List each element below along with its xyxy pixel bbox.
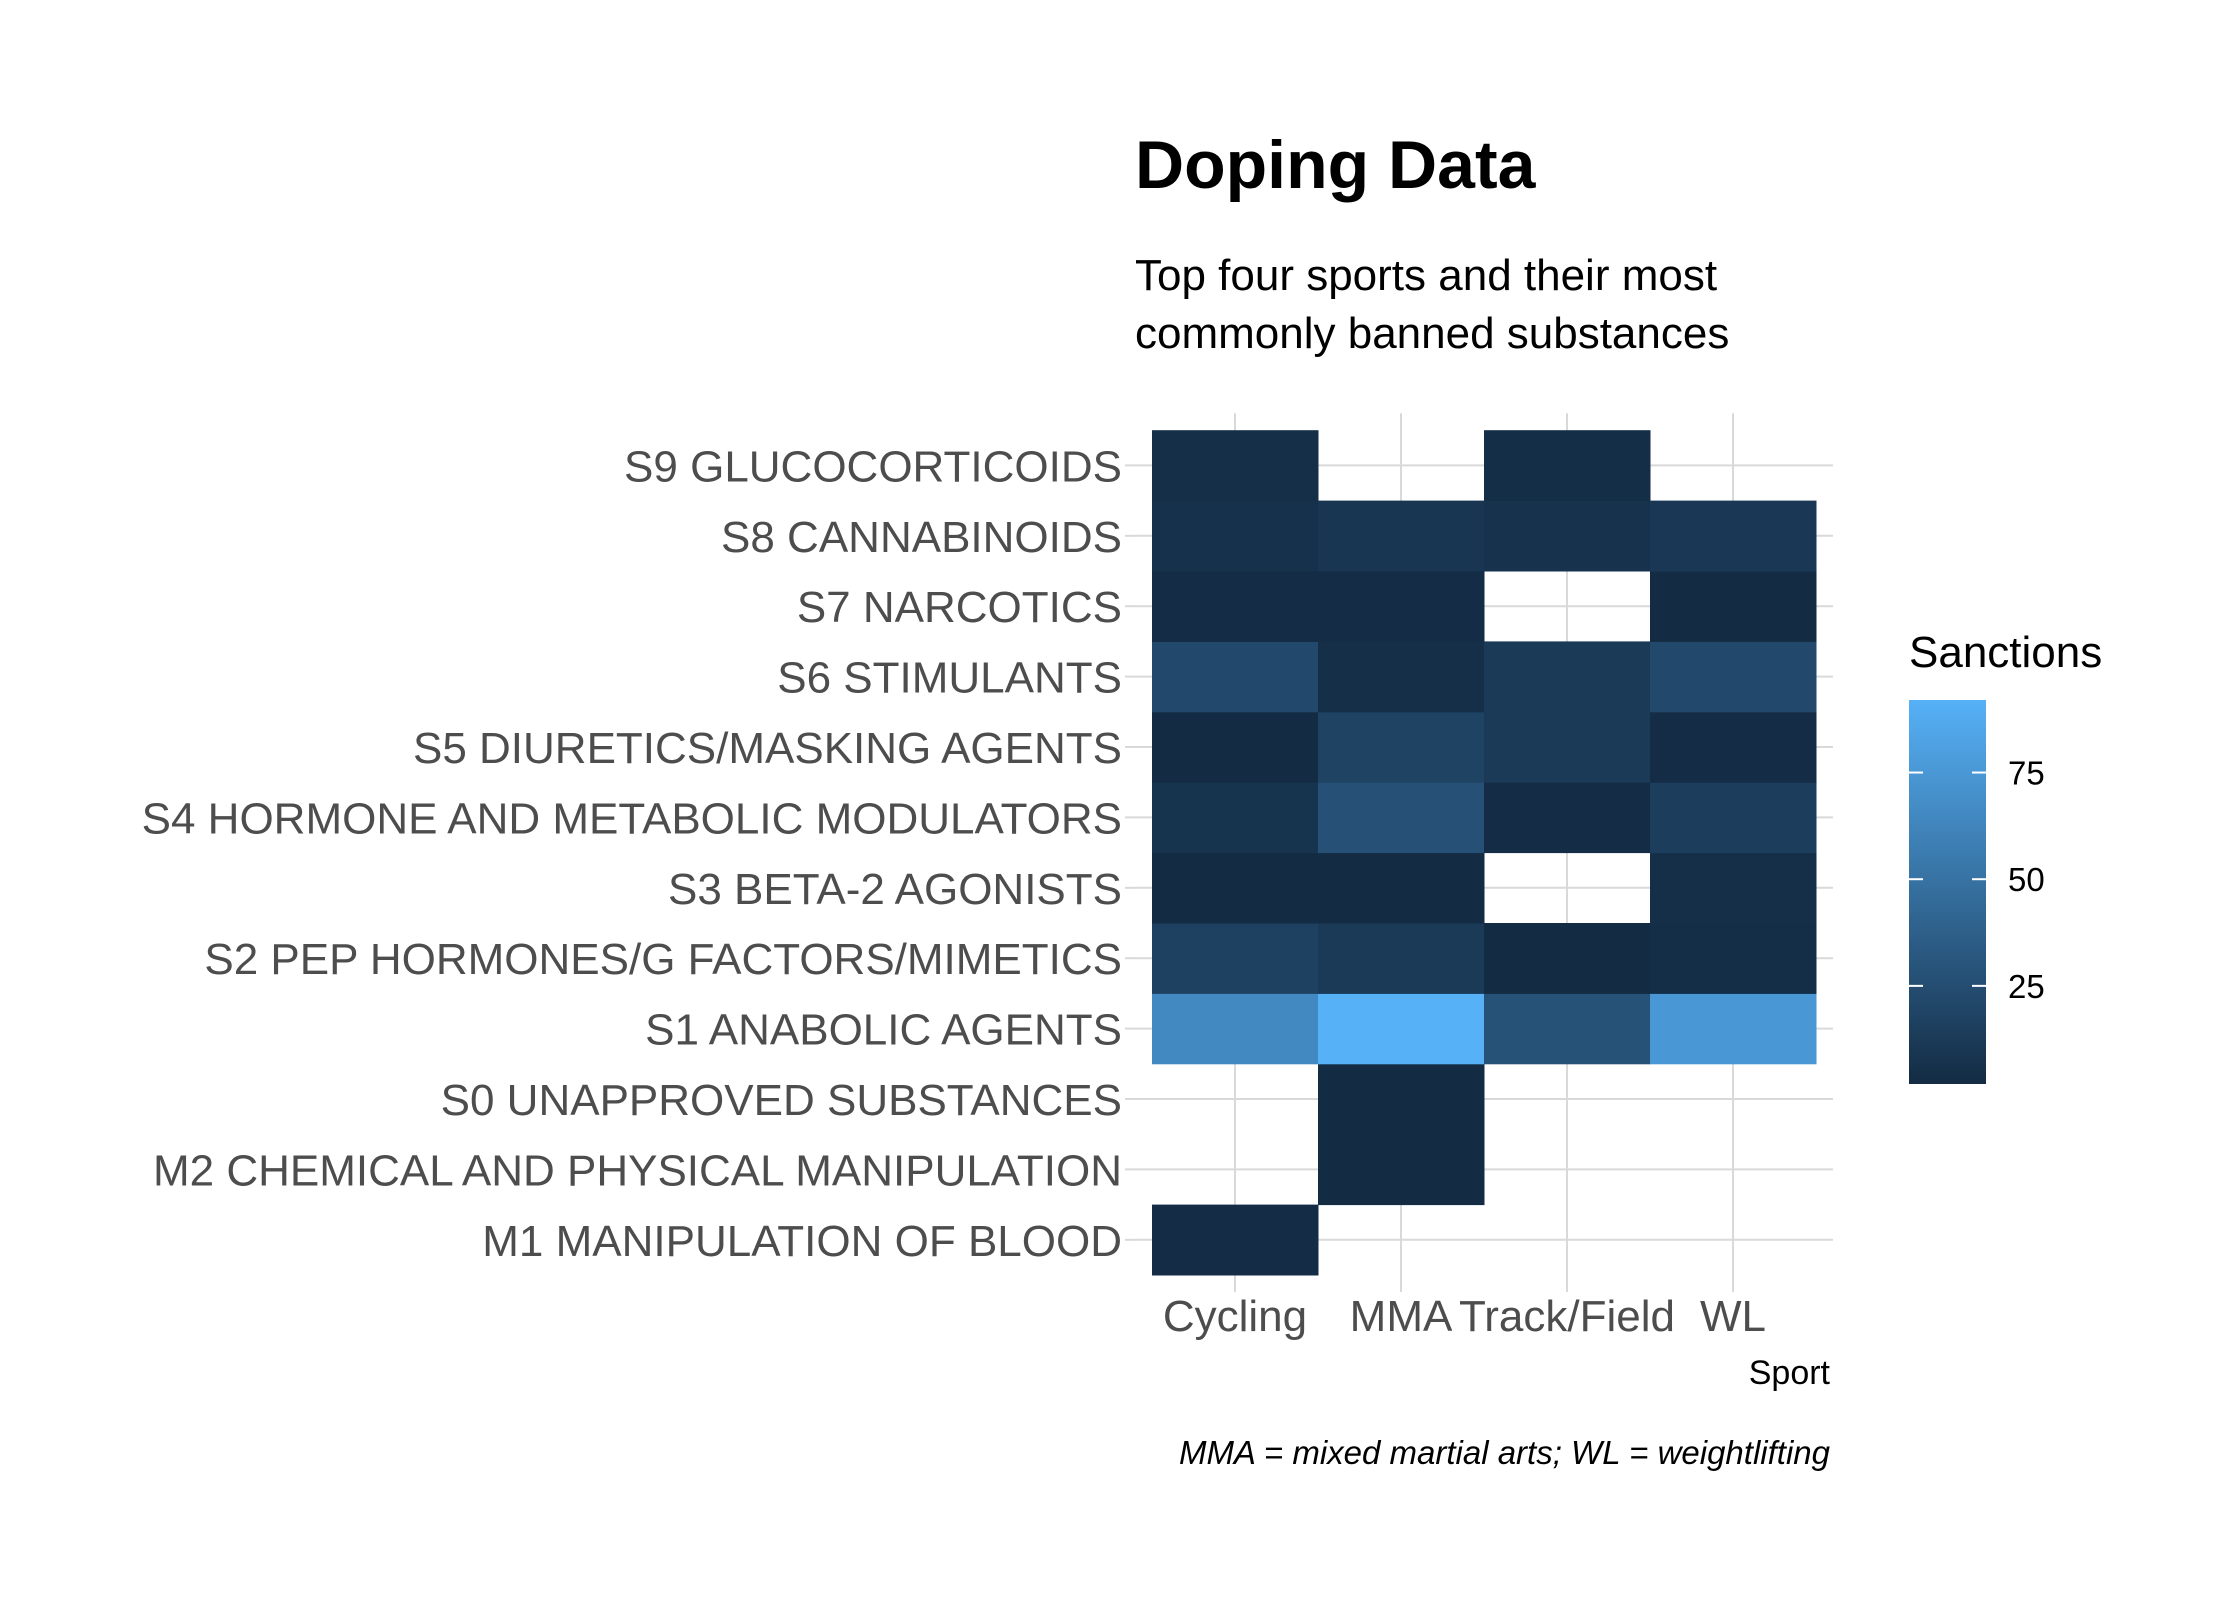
heatmap-cell bbox=[1152, 852, 1319, 924]
heatmap-cell bbox=[1650, 782, 1817, 854]
heatmap-cell bbox=[1650, 993, 1817, 1065]
legend-title: Sanctions bbox=[1909, 628, 2102, 677]
heatmap-cell bbox=[1484, 641, 1651, 713]
heatmap-cell bbox=[1484, 993, 1651, 1065]
x-axis-label: Sport bbox=[1749, 1354, 1831, 1392]
heatmap-cell bbox=[1484, 500, 1651, 572]
heatmap-cell bbox=[1318, 852, 1485, 924]
heatmap-cell bbox=[1152, 993, 1319, 1065]
heatmap-cell bbox=[1318, 782, 1485, 854]
legend-tick-label: 50 bbox=[2008, 861, 2045, 898]
heatmap-cell bbox=[1650, 500, 1817, 572]
x-tick-label: MMA bbox=[1350, 1292, 1453, 1341]
heatmap-cells bbox=[1152, 430, 1817, 1276]
y-tick-label: M1 MANIPULATION OF BLOOD bbox=[482, 1217, 1122, 1266]
heatmap-cell bbox=[1650, 923, 1817, 994]
heatmap-cell bbox=[1650, 571, 1817, 642]
heatmap-cell bbox=[1484, 711, 1651, 783]
heatmap-cell bbox=[1152, 1204, 1319, 1276]
heatmap-cell bbox=[1484, 923, 1651, 994]
y-tick-labels: M1 MANIPULATION OF BLOOD M2 CHEMICAL AND … bbox=[142, 442, 1135, 1266]
legend-colorbar bbox=[1909, 700, 1986, 1084]
heatmap-cell bbox=[1318, 711, 1485, 783]
chart-subtitle-line-2: commonly banned substances bbox=[1135, 309, 1729, 358]
x-tick-labels: Cycling MMA Track/Field WL bbox=[1163, 1292, 1766, 1341]
heatmap-cell bbox=[1152, 500, 1319, 572]
x-tick-label: Cycling bbox=[1163, 1292, 1307, 1341]
chart-title: Doping Data bbox=[1135, 127, 1537, 203]
y-tick-label: S9 GLUCOCORTICOIDS bbox=[624, 442, 1122, 491]
heatmap-cell bbox=[1318, 500, 1485, 572]
y-tick-label: S7 NARCOTICS bbox=[797, 583, 1122, 632]
chart-subtitle-line-1: Top four sports and their most bbox=[1135, 251, 1717, 300]
heatmap-cell bbox=[1650, 711, 1817, 783]
heatmap-cell bbox=[1318, 571, 1485, 642]
heatmap-cell bbox=[1318, 923, 1485, 994]
y-tick-label: S3 BETA-2 AGONISTS bbox=[668, 865, 1122, 914]
y-tick-label: M2 CHEMICAL AND PHYSICAL MANIPULATION bbox=[153, 1146, 1122, 1195]
y-tick-label: S6 STIMULANTS bbox=[777, 654, 1122, 703]
y-tick-label: S1 ANABOLIC AGENTS bbox=[645, 1006, 1122, 1055]
heatmap-cell bbox=[1318, 641, 1485, 713]
heatmap-cell bbox=[1318, 1134, 1485, 1206]
heatmap-cell bbox=[1152, 711, 1319, 783]
legend-tick-label: 75 bbox=[2008, 755, 2045, 792]
heatmap-cell bbox=[1318, 993, 1485, 1065]
heatmap-cell bbox=[1152, 571, 1319, 642]
heatmap-cell bbox=[1318, 1063, 1485, 1135]
heatmap-cell bbox=[1484, 782, 1651, 854]
y-tick-label: S0 UNAPPROVED SUBSTANCES bbox=[441, 1076, 1122, 1125]
y-tick-label: S8 CANNABINOIDS bbox=[721, 513, 1122, 562]
heatmap-cell bbox=[1152, 782, 1319, 854]
y-tick-label: S5 DIURETICS/MASKING AGENTS bbox=[413, 724, 1122, 773]
heatmap-cell bbox=[1152, 641, 1319, 713]
x-tick-label: WL bbox=[1700, 1292, 1766, 1341]
heatmap-cell bbox=[1152, 430, 1319, 502]
legend: Sanctions 25 50 75 bbox=[1909, 628, 2102, 1084]
y-tick-label: S2 PEP HORMONES/G FACTORS/MIMETICS bbox=[204, 935, 1122, 984]
heatmap-cell bbox=[1650, 641, 1817, 713]
heatmap-cell bbox=[1484, 430, 1651, 502]
legend-tick-label: 25 bbox=[2008, 968, 2045, 1005]
heatmap-cell bbox=[1650, 852, 1817, 924]
chart-caption: MMA = mixed martial arts; WL = weightlif… bbox=[1179, 1434, 1831, 1471]
heatmap-cell bbox=[1152, 923, 1319, 994]
y-tick-label: S4 HORMONE AND METABOLIC MODULATORS bbox=[142, 794, 1122, 843]
x-tick-label: Track/Field bbox=[1459, 1292, 1675, 1341]
